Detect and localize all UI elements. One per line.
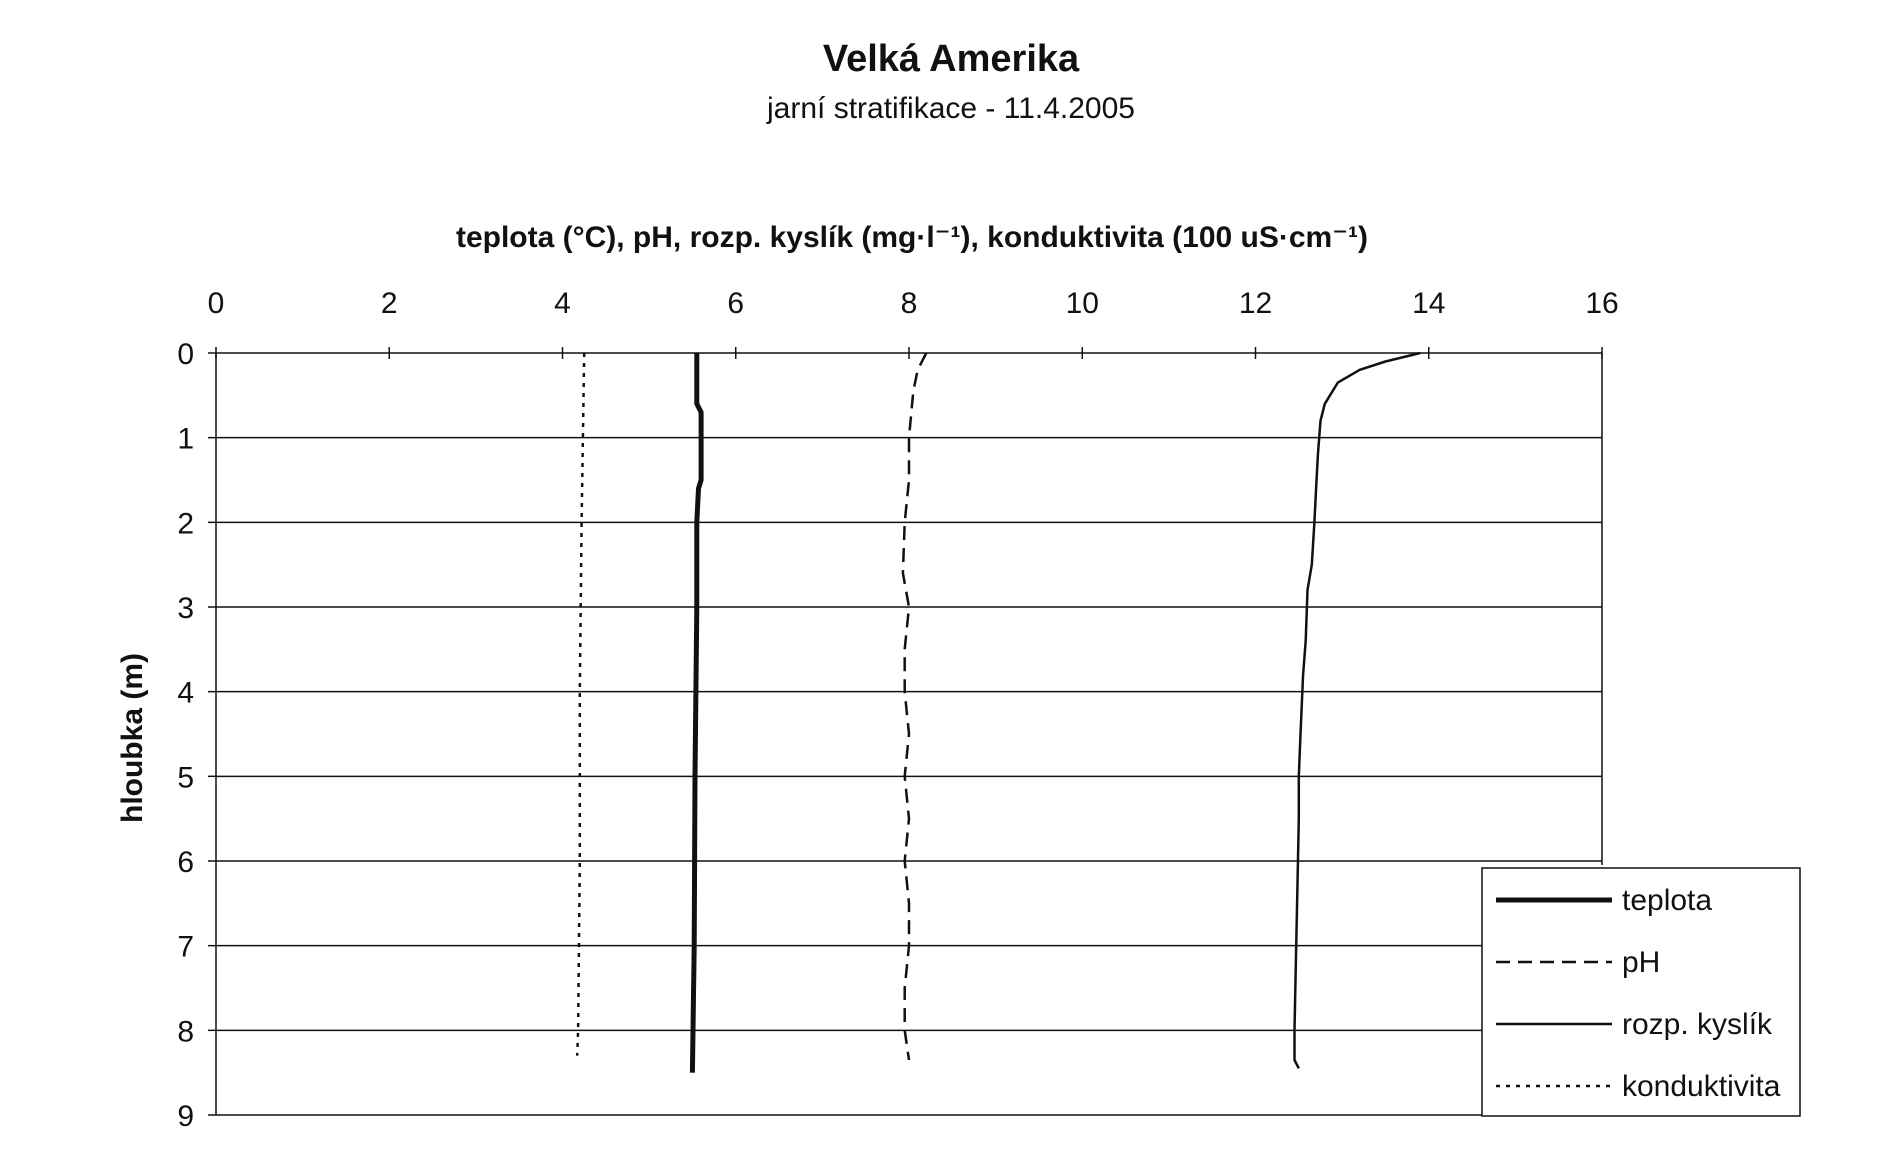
y-tick-label-4: 4 — [177, 677, 194, 710]
x-tick-label-4: 4 — [554, 287, 571, 320]
legend-label-ph: pH — [1622, 946, 1660, 979]
x-tick-label-10: 10 — [1066, 287, 1099, 320]
series-line-rozp-kysl-k — [1293, 351, 1421, 1069]
y-tick-label-1: 1 — [177, 423, 194, 456]
y-axis-title: hloubka (m) — [116, 653, 149, 823]
y-tick-label-5: 5 — [177, 761, 194, 794]
x-tick-label-12: 12 — [1239, 287, 1272, 320]
x-tick-label-0: 0 — [208, 287, 225, 320]
y-tick-label-3: 3 — [177, 592, 194, 625]
y-tick-label-9: 9 — [177, 1100, 194, 1133]
y-tick-label-8: 8 — [177, 1015, 194, 1048]
legend-label-rozp-kysl-k: rozp. kyslík — [1622, 1008, 1773, 1041]
legend-label-konduktivita: konduktivita — [1622, 1070, 1781, 1103]
series-line-teplota — [689, 353, 704, 1073]
legend: teplota pH rozp. kyslík konduktivita — [1481, 867, 1801, 1117]
series-line-konduktivita — [575, 352, 586, 1056]
x-tick-label-2: 2 — [381, 287, 398, 320]
legend-label-teplota: teplota — [1622, 884, 1712, 917]
y-tick-label-0: 0 — [177, 338, 194, 371]
x-tick-label-6: 6 — [727, 287, 744, 320]
chart-subtitle: jarní stratifikace - 11.4.2005 — [767, 92, 1135, 125]
series-line-ph — [901, 352, 928, 1061]
x-tick-label-14: 14 — [1412, 287, 1445, 320]
y-tick-label-6: 6 — [177, 846, 194, 879]
chart-title: Velká Amerika — [822, 38, 1080, 80]
y-tick-label-2: 2 — [177, 507, 194, 540]
series-layer — [575, 351, 1421, 1073]
y-tick-label-7: 7 — [177, 931, 194, 964]
legend-box — [1481, 867, 1801, 1117]
x-tick-label-8: 8 — [901, 287, 918, 320]
x-axis-title: teplota (°C), pH, rozp. kyslík (mg·l⁻¹),… — [456, 221, 1368, 254]
x-tick-label-16: 16 — [1585, 287, 1618, 320]
